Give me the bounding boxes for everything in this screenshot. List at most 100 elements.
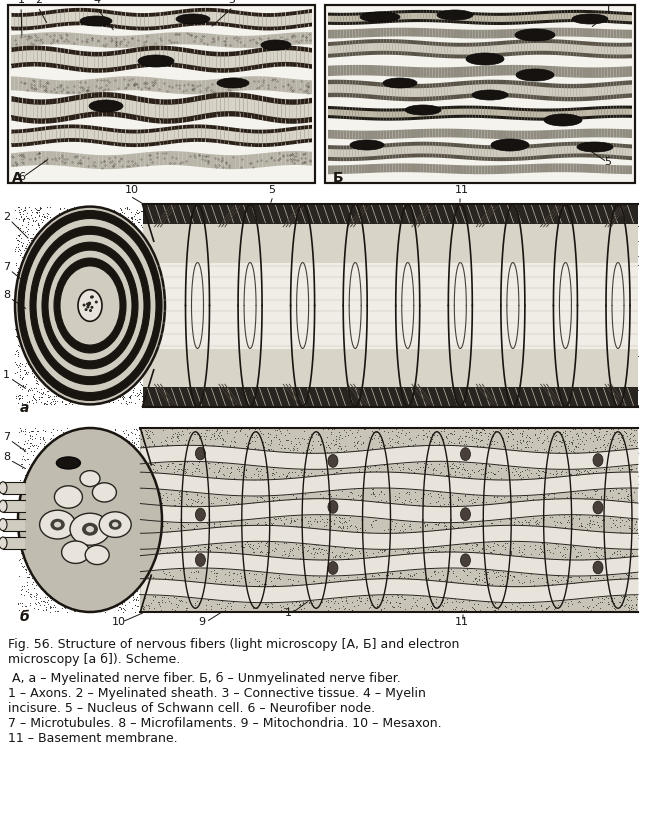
Point (367, 352, 377, 365)
Point (457, 361, 468, 374)
Point (506, 361, 516, 374)
Point (431, 353, 441, 366)
Polygon shape (355, 12, 359, 25)
Point (428, 230, 438, 243)
Point (456, 389, 466, 402)
Point (471, 392, 481, 405)
Point (63, 582, 73, 595)
Point (134, 284, 144, 297)
Point (88, 537, 98, 551)
Point (468, 230, 478, 243)
Point (218, 335, 228, 348)
Point (470, 247, 481, 260)
Point (613, 462, 623, 475)
Point (526, 253, 537, 266)
Point (433, 335, 443, 348)
Point (292, 370, 302, 383)
Point (103, 291, 114, 304)
Point (496, 212, 506, 225)
Point (284, 548, 294, 561)
Point (176, 546, 186, 559)
Point (199, 429, 209, 443)
Point (526, 251, 536, 264)
Point (180, 510, 190, 524)
Point (231, 360, 241, 373)
Point (166, 572, 177, 585)
Polygon shape (399, 130, 402, 138)
Point (43, 394, 53, 407)
Polygon shape (580, 13, 583, 19)
Point (230, 353, 241, 366)
Point (303, 357, 313, 371)
Point (271, 387, 281, 400)
Polygon shape (417, 107, 420, 120)
Point (28, 439, 38, 452)
Point (575, 437, 585, 450)
Point (310, 274, 321, 287)
Point (151, 432, 161, 445)
Point (366, 326, 377, 339)
Point (148, 553, 158, 566)
Point (453, 453, 463, 466)
Point (45, 465, 55, 479)
Point (58, 380, 68, 393)
Point (75, 272, 85, 285)
Point (161, 531, 172, 544)
Polygon shape (620, 81, 623, 98)
Point (142, 486, 152, 499)
Point (397, 368, 407, 381)
Point (263, 580, 273, 593)
Point (46, 518, 56, 531)
Point (495, 247, 506, 260)
Point (590, 484, 600, 497)
Point (439, 276, 449, 290)
Point (608, 398, 618, 411)
Point (263, 427, 273, 440)
Point (357, 354, 368, 367)
Point (361, 278, 371, 291)
Point (94, 514, 104, 527)
Polygon shape (156, 99, 159, 124)
Polygon shape (519, 110, 521, 117)
Point (578, 600, 588, 613)
Point (413, 368, 424, 381)
Point (572, 461, 582, 474)
Point (390, 467, 400, 480)
Point (469, 245, 479, 258)
Point (104, 428, 115, 441)
Point (508, 208, 519, 221)
Point (174, 335, 184, 348)
Point (337, 353, 348, 366)
Point (346, 355, 356, 368)
Point (593, 266, 603, 279)
Polygon shape (515, 29, 519, 38)
Point (275, 596, 285, 609)
Point (529, 257, 539, 270)
Polygon shape (163, 151, 167, 165)
Point (157, 328, 167, 341)
Point (549, 347, 559, 360)
Point (245, 346, 255, 359)
Point (200, 237, 210, 250)
Point (17, 560, 28, 573)
Point (106, 573, 117, 587)
Point (17, 251, 27, 264)
Point (313, 506, 323, 519)
Point (141, 443, 152, 456)
Point (338, 532, 348, 545)
Point (252, 528, 263, 541)
Point (580, 394, 591, 407)
Point (63, 324, 73, 337)
Point (307, 379, 317, 392)
Point (395, 231, 405, 245)
Polygon shape (475, 148, 479, 156)
Point (141, 220, 152, 233)
Point (623, 371, 633, 384)
Point (306, 220, 316, 233)
Point (74, 325, 84, 338)
Point (269, 560, 279, 573)
Point (313, 367, 324, 380)
Point (513, 371, 523, 384)
Point (199, 245, 210, 258)
Point (141, 301, 152, 314)
